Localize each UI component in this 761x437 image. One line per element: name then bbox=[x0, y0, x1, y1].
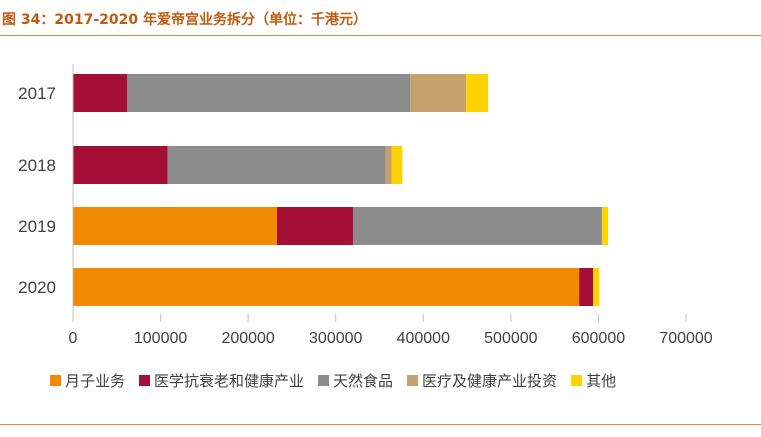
category-labels: 2017 2018 2019 2020 bbox=[18, 84, 56, 297]
x-tick-label-0: 0 bbox=[69, 330, 78, 347]
x-tick-label-6: 600000 bbox=[572, 330, 625, 347]
x-tick-label-5: 500000 bbox=[484, 330, 537, 347]
legend-label-3: 医疗及健康产业投资 bbox=[422, 372, 557, 390]
legend-swatch-4 bbox=[571, 375, 583, 386]
source-strip bbox=[0, 424, 761, 437]
legend-swatch-2 bbox=[318, 375, 330, 386]
bar-segment-2019-series-1 bbox=[277, 207, 354, 245]
x-tick-label-7: 700000 bbox=[659, 330, 712, 347]
bar-segment-2018-series-2 bbox=[167, 146, 386, 184]
bar-segment-2018-series-3 bbox=[385, 146, 392, 184]
bar-segment-2017-series-3 bbox=[410, 74, 467, 112]
x-tick-label-3: 300000 bbox=[309, 330, 362, 347]
bar-segment-2019-series-2 bbox=[353, 207, 602, 245]
bar-segment-2018-series-4 bbox=[391, 146, 403, 184]
x-tick-label-1: 100000 bbox=[134, 330, 187, 347]
legend-swatch-0 bbox=[50, 375, 61, 386]
legend-label-0: 月子业务 bbox=[65, 372, 125, 390]
legend-label-2: 天然食品 bbox=[333, 372, 393, 390]
x-axis: 0 100000 200000 300000 400000 500000 600000 700… bbox=[69, 64, 713, 347]
legend: 月子业务 医学抗衰老和健康产业 天然食品 医疗及健康产业投资 其他 bbox=[50, 372, 616, 390]
bar-segment-2019-series-4 bbox=[601, 207, 609, 245]
bars-group bbox=[73, 74, 609, 306]
category-label-2018: 2018 bbox=[18, 156, 56, 175]
figure-header: 图 34：2017-2020 年爱帝宫业务拆分（单位：千港元） bbox=[0, 0, 761, 36]
legend-label-1: 医学抗衰老和健康产业 bbox=[154, 372, 304, 390]
legend-swatch-3 bbox=[407, 375, 419, 386]
x-tick-label-2: 200000 bbox=[221, 330, 274, 347]
bar-segment-2019-series-0 bbox=[73, 207, 278, 245]
category-label-2017: 2017 bbox=[18, 84, 56, 103]
bar-segment-2020-series-4 bbox=[593, 268, 600, 306]
legend-swatch-1 bbox=[139, 375, 151, 386]
bar-segment-2017-series-4 bbox=[466, 74, 489, 112]
stacked-bar-chart: 2017 2018 2019 2020 0 100000 200000 300000 4000… bbox=[18, 64, 713, 390]
bar-segment-2017-series-2 bbox=[127, 74, 411, 112]
bar-segment-2017-series-1 bbox=[73, 74, 128, 112]
bar-segment-2020-series-1 bbox=[579, 268, 594, 306]
bar-segment-2020-series-0 bbox=[73, 268, 580, 306]
figure-title: 图 34：2017-2020 年爱帝宫业务拆分（单位：千港元） bbox=[2, 12, 367, 28]
legend-label-4: 其他 bbox=[586, 372, 616, 390]
x-tick-label-4: 400000 bbox=[397, 330, 450, 347]
category-label-2019: 2019 bbox=[18, 217, 56, 236]
category-label-2020: 2020 bbox=[18, 278, 56, 297]
bar-segment-2018-series-1 bbox=[73, 146, 168, 184]
